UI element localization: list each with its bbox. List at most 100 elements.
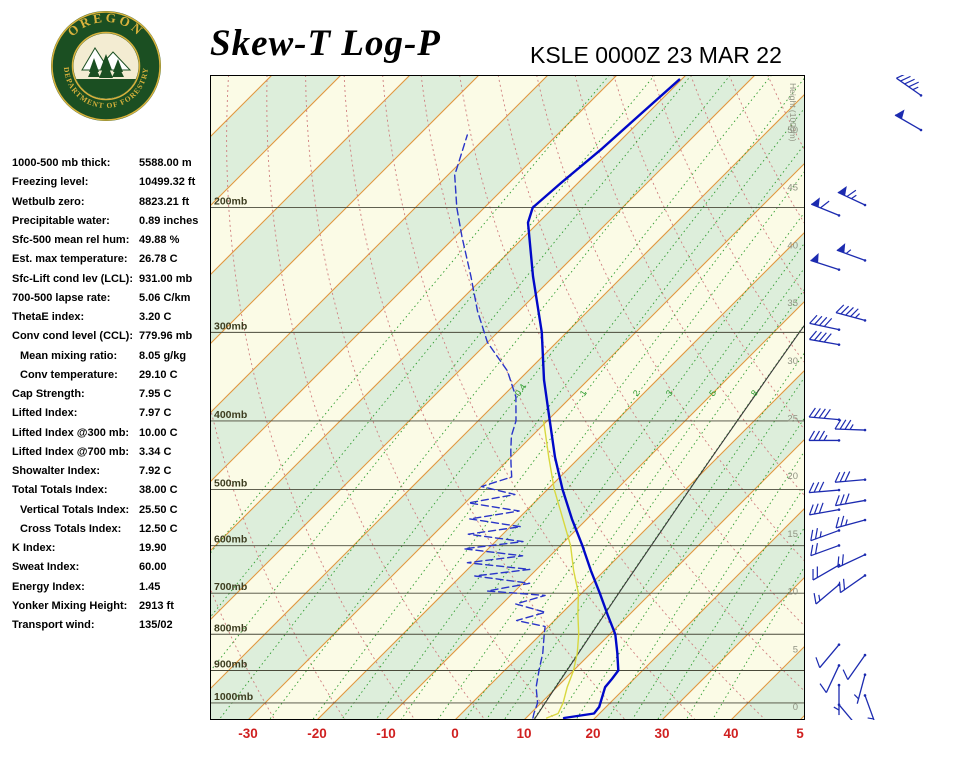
dewpoint-trace — [453, 134, 547, 719]
logo-tree — [112, 59, 124, 77]
index-row: Sfc-Lift cond lev (LCL): 931.00 mb — [12, 273, 212, 292]
page-title: Skew-T Log-P — [210, 23, 441, 64]
index-label: Conv temperature: — [20, 368, 118, 381]
wind-barb — [819, 664, 841, 693]
index-row: 1000-500 mb thick: 5588.00 m — [12, 157, 212, 176]
index-label: Est. max temperature: — [12, 253, 128, 266]
index-row: Showalter Index: 7.92 C — [12, 465, 212, 484]
index-value: 25.50 C — [139, 503, 178, 516]
index-value: 10.00 C — [139, 426, 178, 439]
index-label: Lifted Index @300 mb: — [12, 426, 130, 439]
index-label: Freezing level: — [12, 176, 89, 189]
index-label: Conv cond level (CCL): — [12, 330, 134, 343]
index-value: 2913 ft — [139, 599, 174, 612]
index-row: Cross Totals Index: 12.50 C — [12, 523, 212, 542]
index-label: Mean mixing ratio: — [20, 349, 118, 362]
wind-barb — [894, 109, 923, 132]
height-tick-label: 0 — [793, 702, 798, 713]
height-tick-label: 25 — [787, 414, 798, 425]
temp-axis-tick: 30 — [654, 726, 670, 741]
index-row: Lifted Index @300 mb: 10.00 C — [12, 427, 212, 446]
wind-barb — [815, 643, 841, 669]
index-value: 5588.00 m — [139, 157, 192, 169]
wind-barb — [808, 481, 841, 494]
wind-barb — [813, 583, 841, 605]
height-tick-label: 30 — [787, 356, 798, 367]
index-row: Sfc-500 mean rel hum: 49.88 % — [12, 234, 212, 253]
wind-barb — [842, 653, 867, 681]
wind-barb — [809, 314, 841, 331]
index-row: Lifted Index: 7.97 C — [12, 407, 212, 426]
index-value: 8823.21 ft — [139, 195, 190, 208]
index-label: 700-500 lapse rate: — [12, 291, 111, 304]
height-tick-label: 5 — [793, 644, 798, 655]
index-label: Transport wind: — [12, 619, 95, 631]
index-label: Cross Totals Index: — [20, 522, 122, 535]
wind-barb — [837, 553, 867, 568]
temp-axis-tick: 10 — [516, 726, 532, 741]
index-row: 700-500 lapse rate: 5.06 C/km — [12, 292, 212, 311]
pressure-label: 600mb — [214, 534, 247, 546]
wind-barb — [834, 419, 867, 432]
height-tick-label: 45 — [787, 183, 798, 194]
index-row: Cap Strength: 7.95 C — [12, 388, 212, 407]
index-value: 779.96 mb — [139, 330, 193, 343]
wind-barb — [833, 683, 841, 716]
index-value: 38.00 C — [139, 484, 178, 497]
pressure-label: 900mb — [214, 659, 247, 671]
index-value: 7.95 C — [139, 388, 172, 400]
index-row: Lifted Index @700 mb: 3.34 C — [12, 446, 212, 465]
wind-barb — [863, 694, 875, 720]
index-value: 19.90 — [139, 542, 167, 554]
index-value: 1.45 — [139, 580, 161, 593]
chart-border — [210, 75, 805, 720]
height-tick-label: 50 — [787, 125, 798, 136]
index-label: Total Totals Index: — [12, 484, 108, 497]
index-value: 49.88 % — [139, 234, 180, 246]
pressure-label: 300mb — [214, 320, 247, 332]
wind-barb — [808, 407, 841, 421]
temp-axis-tick: -20 — [307, 726, 327, 741]
index-row: Est. max temperature: 26.78 C — [12, 253, 212, 272]
index-value: 7.97 C — [139, 407, 172, 420]
index-label: Precipitable water: — [12, 214, 110, 227]
index-value: 8.05 g/kg — [139, 349, 187, 362]
temp-axis-tick: -30 — [238, 726, 258, 741]
skewt-chart: 0.4 1 2 3 5 8200mb300mb400mb500mb600mb700mb80… — [210, 75, 805, 720]
index-value: 5.06 C/km — [139, 291, 191, 304]
wind-barb — [834, 493, 867, 507]
station-time-label: KSLE 0000Z 23 MAR 22 — [530, 42, 782, 68]
index-row: Energy Index: 1.45 — [12, 581, 212, 600]
wind-barb — [853, 673, 867, 704]
index-row: Conv temperature: 29.10 C — [12, 369, 212, 388]
index-row: Precipitable water: 0.89 inches — [12, 215, 212, 234]
temp-axis-tick: 0 — [451, 726, 459, 741]
wind-barb — [808, 502, 841, 516]
logo-tree — [99, 54, 113, 78]
height-tick-label: 20 — [787, 471, 798, 482]
index-label: Yonker Mixing Height: — [12, 599, 128, 612]
index-row: Transport wind: 135/02 — [12, 619, 212, 638]
wind-barb — [837, 703, 853, 720]
index-label: Cap Strength: — [12, 388, 85, 400]
index-value: 12.50 C — [139, 522, 178, 535]
index-value: 60.00 — [139, 561, 167, 574]
height-tick-label: 10 — [787, 587, 798, 598]
pressure-label: 400mb — [214, 409, 247, 421]
pressure-label: 700mb — [214, 581, 247, 593]
index-value: 10499.32 ft — [139, 176, 196, 189]
mixing-ratio-label: 3 — [664, 388, 675, 398]
mixing-ratio-label: 8 — [749, 388, 760, 398]
wind-barb — [896, 75, 923, 97]
wind-barb — [835, 515, 867, 529]
height-axis-title: Height (1000m) — [788, 83, 798, 142]
index-label: ThetaE index: — [12, 311, 85, 323]
index-label: K Index: — [12, 542, 56, 554]
wind-barb — [834, 471, 867, 483]
logo-ground — [76, 79, 136, 99]
chart-graticule: 0.4 1 2 3 5 8 — [210, 75, 805, 720]
temperature-trace — [526, 78, 681, 720]
index-label: Showalter Index: — [12, 465, 101, 477]
index-label: 1000-500 mb thick: — [12, 157, 111, 169]
